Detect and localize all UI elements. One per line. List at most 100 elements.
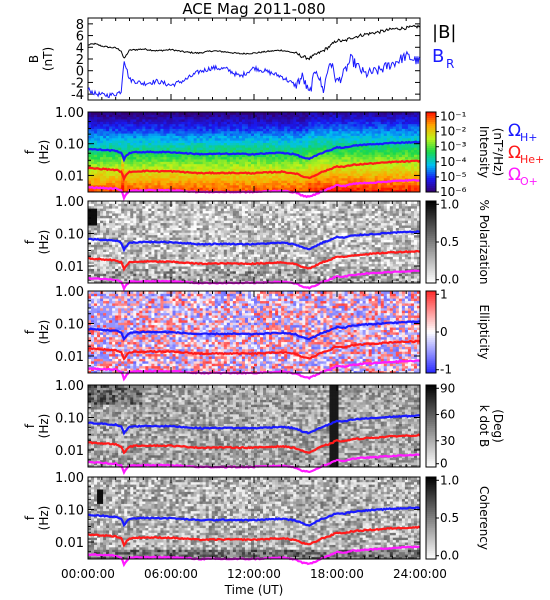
spectrogram-cell bbox=[151, 154, 154, 157]
spectrogram-cell bbox=[148, 220, 151, 223]
spectrogram-cell bbox=[233, 124, 236, 127]
spectrogram-cell bbox=[257, 133, 260, 136]
spectrogram-cell bbox=[94, 161, 97, 164]
spectrogram-cell bbox=[360, 157, 363, 160]
spectrogram-cell bbox=[387, 168, 390, 171]
spectrogram-cell bbox=[173, 276, 176, 279]
spectrogram-cell bbox=[335, 133, 338, 136]
spectrogram-cell bbox=[185, 161, 188, 164]
spectrogram-cell bbox=[366, 117, 369, 120]
spectrogram-cell bbox=[212, 117, 215, 120]
spectrogram-cell bbox=[239, 131, 242, 134]
spectrogram-cell bbox=[160, 252, 163, 255]
spectrogram-cell bbox=[408, 133, 411, 136]
spectrogram-cell bbox=[203, 161, 206, 164]
spectrogram-cell bbox=[200, 138, 203, 141]
spectrogram-cell bbox=[179, 140, 182, 143]
spectrogram-cell bbox=[106, 159, 109, 162]
spectrogram-cell bbox=[124, 271, 127, 274]
spectrogram-cell bbox=[402, 128, 405, 131]
spectrogram-cell bbox=[176, 232, 179, 235]
spectrogram-cell bbox=[200, 187, 203, 190]
spectrogram-cell bbox=[308, 121, 311, 124]
spectrogram-cell bbox=[384, 119, 387, 122]
spectrogram-cell bbox=[151, 220, 154, 223]
spectrogram-cell bbox=[402, 150, 405, 153]
spectrogram-cell bbox=[139, 131, 142, 134]
spectrogram-cell bbox=[179, 273, 182, 276]
spectrogram-cell bbox=[160, 180, 163, 183]
spectrogram-cell bbox=[157, 208, 160, 211]
spectrogram-cell bbox=[209, 117, 212, 120]
spectrogram-cell bbox=[142, 124, 145, 127]
spectrogram-cell bbox=[136, 124, 139, 127]
spectrogram-cell bbox=[160, 271, 163, 274]
spectrogram-cell bbox=[320, 140, 323, 143]
spectrogram-cell bbox=[263, 131, 266, 134]
spectrogram-cell bbox=[103, 261, 106, 264]
spectrogram-cell bbox=[115, 173, 118, 176]
spectrogram-cell bbox=[176, 244, 179, 247]
spectrogram-cell bbox=[239, 145, 242, 148]
spectrogram-cell bbox=[375, 157, 378, 160]
y-axis-label: f bbox=[23, 149, 37, 154]
spectrogram-cell bbox=[284, 121, 287, 124]
spectrogram-cell bbox=[100, 271, 103, 274]
spectrogram-cell bbox=[148, 232, 151, 235]
spectrogram-cell bbox=[142, 178, 145, 181]
spectrogram-cell bbox=[136, 133, 139, 136]
spectrogram-cell bbox=[142, 183, 145, 186]
spectrogram-cell bbox=[360, 119, 363, 122]
spectrogram-cell bbox=[121, 121, 124, 124]
spectrogram-cell bbox=[254, 136, 257, 139]
spectrogram-cell bbox=[173, 117, 176, 120]
spectrogram-cell bbox=[142, 206, 145, 209]
spectrogram-cell bbox=[290, 117, 293, 120]
spectrogram-cell bbox=[124, 276, 127, 279]
spectrogram-cell bbox=[212, 147, 215, 150]
spectrogram-cell bbox=[115, 218, 118, 221]
spectrogram-cell bbox=[209, 180, 212, 183]
spectrogram-cell bbox=[320, 157, 323, 160]
spectrogram-cell bbox=[263, 124, 266, 127]
spectrogram-cell bbox=[94, 223, 97, 226]
spectrogram-cell bbox=[182, 133, 185, 136]
spectrogram-cell bbox=[115, 178, 118, 181]
spectrogram-cell bbox=[97, 157, 100, 160]
spectrogram-cell bbox=[224, 145, 227, 148]
spectrogram-cell bbox=[290, 183, 293, 186]
spectrogram-cell bbox=[148, 114, 151, 117]
spectrogram-cell bbox=[88, 114, 91, 117]
spectrogram-cell bbox=[127, 252, 130, 255]
spectrogram-cell bbox=[245, 187, 248, 190]
spectrogram-cell bbox=[191, 164, 194, 167]
spectrogram-cell bbox=[218, 138, 221, 141]
spectrogram-cell bbox=[179, 138, 182, 141]
spectrogram-cell bbox=[127, 128, 130, 131]
spectrogram-cell bbox=[97, 247, 100, 250]
spectrogram-cell bbox=[136, 180, 139, 183]
spectrogram-cell bbox=[254, 143, 257, 146]
spectrogram-cell bbox=[314, 147, 317, 150]
spectrogram-cell bbox=[179, 247, 182, 250]
spectrogram-cell bbox=[145, 256, 148, 259]
spectrogram-cell bbox=[293, 166, 296, 169]
spectrogram-cell bbox=[176, 143, 179, 146]
spectrogram-cell bbox=[136, 161, 139, 164]
spectrogram-cell bbox=[115, 249, 118, 252]
spectrogram-cell bbox=[112, 242, 115, 245]
spectrogram-cell bbox=[396, 119, 399, 122]
spectrogram-cell bbox=[227, 114, 230, 117]
spectrogram-cell bbox=[100, 206, 103, 209]
spectrogram-cell bbox=[133, 183, 136, 186]
spectrogram-cell bbox=[366, 176, 369, 179]
spectrogram-cell bbox=[378, 150, 381, 153]
spectrogram-cell bbox=[396, 185, 399, 188]
spectrogram-cell bbox=[100, 124, 103, 127]
spectrogram-cell bbox=[239, 183, 242, 186]
spectrogram-cell bbox=[387, 187, 390, 190]
spectrogram-cell bbox=[320, 119, 323, 122]
spectrogram-cell bbox=[197, 128, 200, 131]
spectrogram-cell bbox=[236, 178, 239, 181]
spectrogram-cell bbox=[396, 147, 399, 150]
